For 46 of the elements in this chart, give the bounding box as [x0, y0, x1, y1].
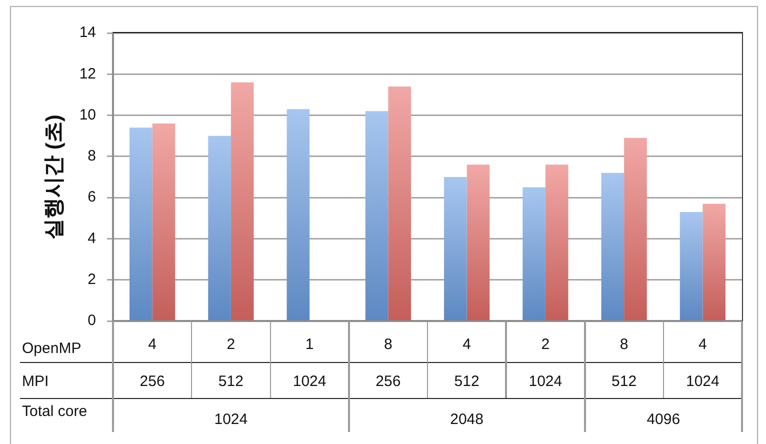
- bar: [152, 124, 176, 320]
- y-tick-label: 6: [88, 188, 96, 206]
- bar: [702, 204, 726, 320]
- x-axis-title: OpenMP: [22, 340, 82, 358]
- x-tick-label: 2: [541, 336, 550, 354]
- x-tick-label: 4: [698, 336, 707, 354]
- text: 512: [454, 373, 480, 391]
- x-tick-label: 1: [305, 336, 314, 354]
- y-tick-label: 12: [79, 65, 96, 82]
- bar: [680, 212, 703, 320]
- bar: [545, 164, 568, 320]
- text: 1024: [686, 373, 720, 391]
- y-tick-label: 2: [88, 271, 96, 288]
- y-tick-label: 10: [79, 106, 96, 124]
- bar: [601, 172, 624, 320]
- y-tick-label: 14: [79, 24, 96, 42]
- text: 1024: [214, 411, 248, 429]
- x-tick-label: 8: [620, 336, 628, 354]
- x-tick-label: 2: [226, 336, 236, 354]
- bar: [522, 187, 546, 320]
- y-axis-title: 실행시간 (초): [42, 114, 66, 240]
- text: 1024: [528, 373, 562, 391]
- x-tick-label: 4: [148, 336, 156, 354]
- text: Total core: [22, 403, 88, 421]
- y-tick-label: 0: [88, 312, 96, 330]
- text: 512: [612, 373, 637, 391]
- bar: [130, 128, 152, 320]
- x-tick-label: 8: [384, 336, 392, 354]
- bar: [208, 136, 231, 320]
- bar: [286, 109, 310, 320]
- y-tick-label: 8: [88, 148, 96, 165]
- text: MPI: [22, 373, 49, 391]
- text: 256: [140, 373, 165, 391]
- x-tick-label: 4: [462, 336, 471, 354]
- bar: [444, 177, 467, 320]
- text: 256: [376, 373, 401, 391]
- y-tick-label: 4: [88, 230, 96, 247]
- bar: [624, 138, 647, 320]
- bar: [388, 86, 411, 320]
- text: 1024: [292, 373, 326, 391]
- bar: [365, 111, 388, 320]
- bar: [230, 82, 254, 320]
- text: 4096: [646, 411, 680, 429]
- bar: [466, 164, 490, 320]
- text: 512: [218, 373, 244, 391]
- text: 2048: [450, 411, 484, 429]
